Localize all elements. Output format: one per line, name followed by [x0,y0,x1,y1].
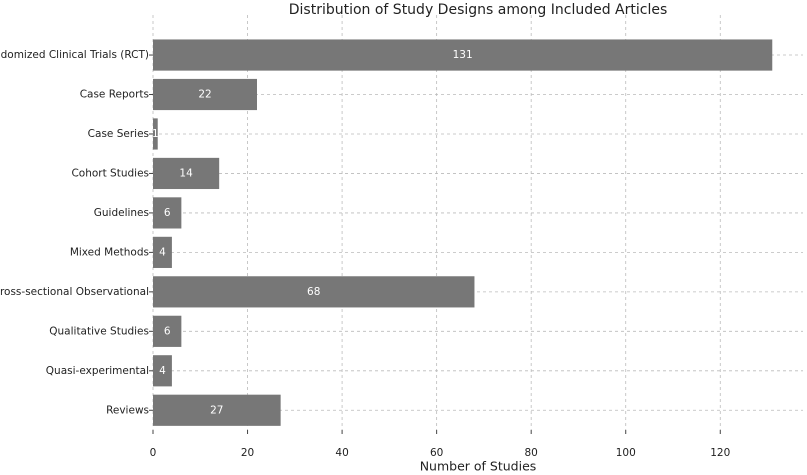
y-tick-label: Cross-sectional Observational [0,286,149,298]
bar [153,355,172,387]
y-tick-label: Cohort Studies [71,167,149,179]
bar [153,78,257,111]
chart-title: Distribution of Study Designs among Incl… [289,2,668,18]
data-label: 14 [179,167,193,179]
data-label: 4 [159,365,166,377]
y-tick-label: Reviews [106,404,149,416]
x-axis-label: Number of Studies [420,459,537,474]
x-tick-label: 40 [335,447,348,459]
y-tick-label: Case Reports [80,89,149,101]
bar [153,236,172,268]
x-tick-label: 60 [430,447,443,459]
bar [153,394,281,426]
y-tick-label: Guidelines [94,207,149,219]
data-label: 1 [152,128,159,140]
data-label: 68 [307,286,320,298]
data-label: 131 [453,49,473,61]
y-tick-label: Case Series [88,128,149,140]
data-label: 6 [164,325,171,337]
bar [153,39,773,71]
x-tick-label: 0 [150,447,157,459]
y-tick-label: Mixed Methods [70,246,149,258]
data-label: 4 [159,246,166,258]
bar [153,157,220,190]
data-label: 6 [164,207,171,219]
x-tick-label: 100 [616,447,636,459]
y-tick-label: Randomized Clinical Trials (RCT) [0,49,149,61]
bar [153,276,475,308]
x-tick-label: 20 [241,447,254,459]
bar [153,315,182,347]
bar [153,118,158,150]
y-tick-label: Quasi-experimental [46,365,149,377]
y-tick-label: Qualitative Studies [49,325,149,337]
data-label: 22 [198,89,211,101]
x-tick-label: 80 [524,447,537,459]
bar [153,197,182,229]
x-tick-label: 120 [710,447,730,459]
data-label: 27 [210,404,223,416]
